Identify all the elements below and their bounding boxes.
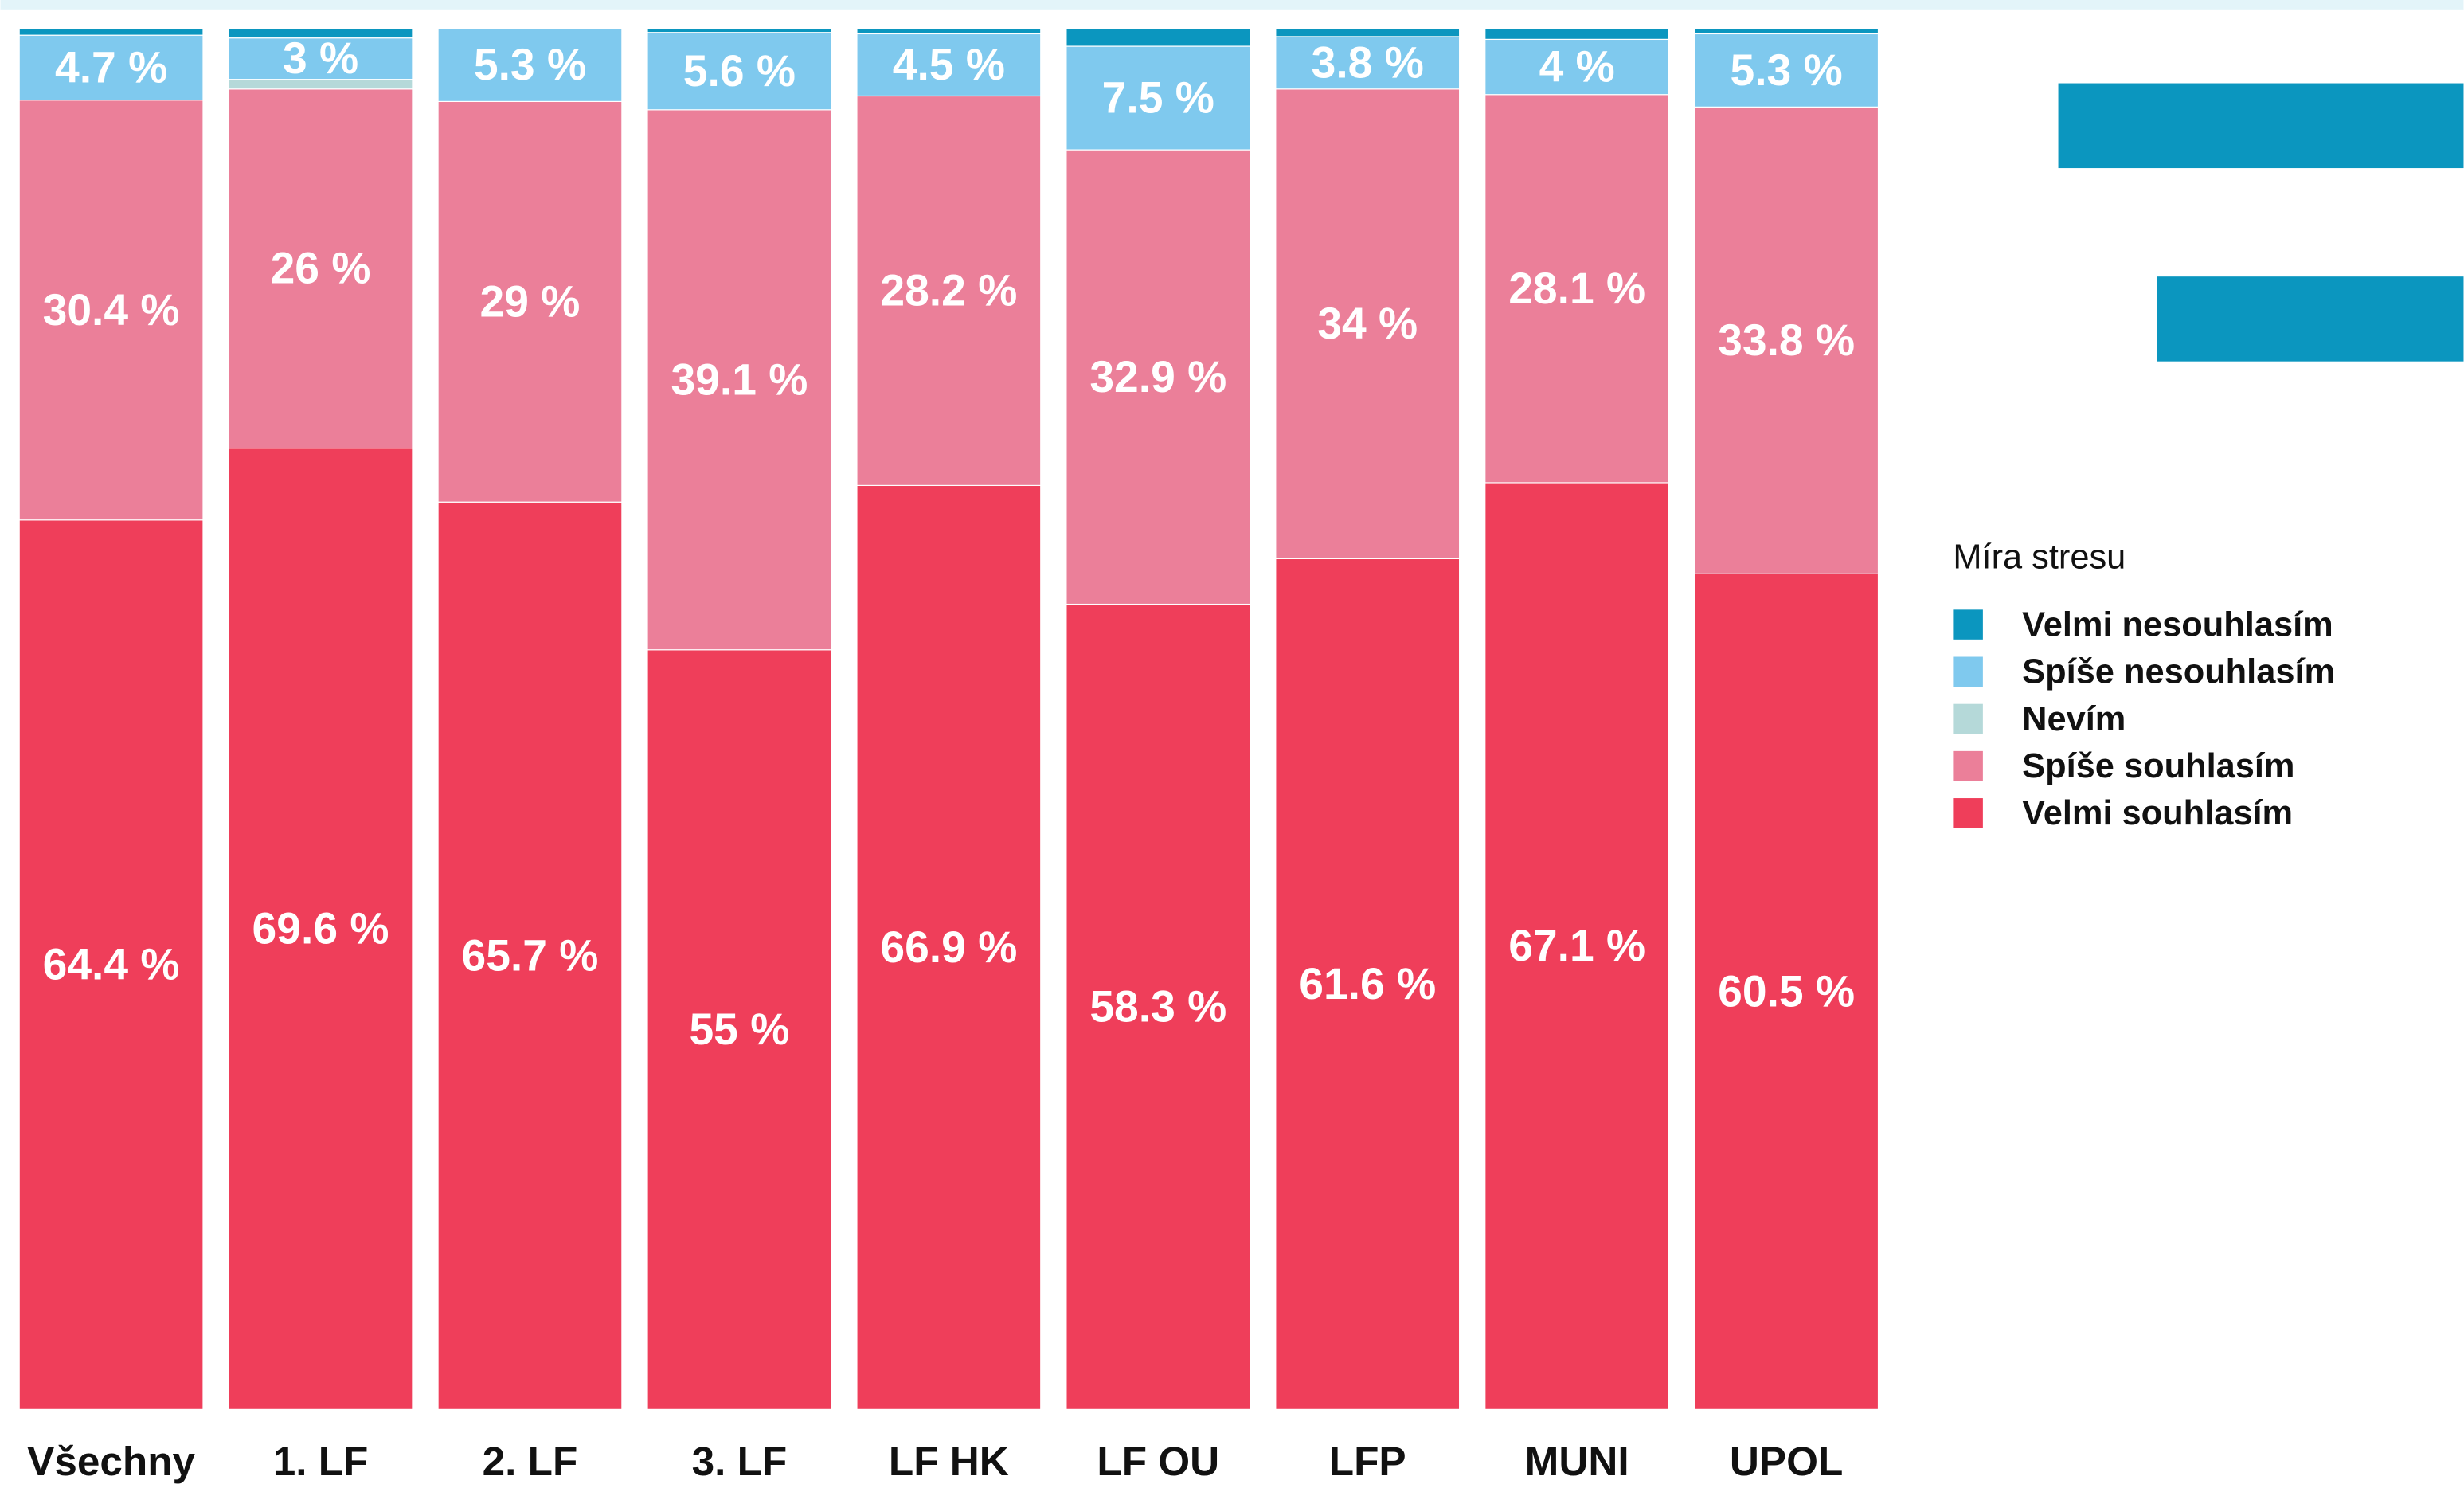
legend-label: Nevím: [2022, 700, 2126, 738]
bar-segment: [1066, 45, 1251, 151]
data-label: 3 %: [283, 33, 358, 83]
bar-segment: [1694, 106, 1879, 574]
x-tick-label: 2. LF: [483, 1439, 578, 1484]
data-label: 3.8 %: [1312, 37, 1424, 87]
bar-segment: [228, 27, 413, 39]
data-label: 28.1 %: [1508, 264, 1645, 313]
bar-segment: [1275, 88, 1461, 559]
data-label: 26 %: [271, 244, 371, 293]
legend-swatch: [1953, 703, 1983, 734]
data-label: 32.9 %: [1089, 352, 1226, 401]
x-tick-label: LF OU: [1097, 1439, 1219, 1484]
x-tick-label: LFP: [1329, 1439, 1406, 1484]
bar-segment: [228, 37, 413, 80]
bar-segment: [1066, 27, 1251, 47]
bar-segment: [1275, 27, 1461, 37]
data-label: 7.5 %: [1102, 73, 1214, 123]
bar-segment: [18, 519, 204, 1410]
x-tick-label: UPOL: [1730, 1439, 1843, 1484]
bar-segment: [647, 27, 832, 33]
data-label: 30.4 %: [43, 285, 180, 335]
bar-segment: [1694, 573, 1879, 1410]
data-label: 67.1 %: [1508, 921, 1645, 970]
x-tick-label: LF HK: [889, 1439, 1009, 1484]
data-label: 61.6 %: [1299, 959, 1436, 1008]
bar-segment: [1694, 27, 1879, 35]
bar-segment: [647, 32, 832, 111]
data-label: 69.6 %: [252, 904, 389, 953]
data-label: 34 %: [1317, 299, 1418, 348]
data-label: 58.3 %: [1089, 981, 1226, 1031]
bar-segment: [1275, 558, 1461, 1410]
bar-segment: [437, 501, 623, 1410]
data-label: 4.5 %: [893, 40, 1005, 89]
bar-segment: [856, 33, 1042, 97]
decoration: [2157, 276, 2464, 362]
bar-segment: [1484, 482, 1670, 1410]
legend-label: Spíše nesouhlasím: [2022, 653, 2335, 691]
bar-segment: [228, 88, 413, 449]
data-label: 5.6 %: [683, 46, 796, 96]
legend-label: Spíše souhlasím: [2022, 747, 2294, 785]
bar-segment: [437, 100, 623, 503]
bar-segment: [18, 27, 204, 36]
legend-swatch: [1953, 609, 1983, 640]
data-label: 64.4 %: [43, 940, 180, 989]
data-label: 60.5 %: [1718, 966, 1855, 1016]
bar-segment: [856, 27, 1042, 35]
data-label: 33.8 %: [1718, 315, 1855, 365]
bar-segment: [1066, 149, 1251, 605]
data-label: 4.7 %: [55, 42, 167, 92]
legend-label: Velmi nesouhlasím: [2022, 606, 2333, 644]
data-label: 65.7 %: [462, 930, 599, 980]
bar-segment: [228, 448, 413, 1410]
bar-segment: [437, 27, 623, 102]
data-label: 55 %: [689, 1004, 789, 1054]
x-tick-label: MUNI: [1525, 1439, 1629, 1484]
legend-swatch: [1953, 798, 1983, 828]
data-label: 66.9 %: [880, 922, 1017, 972]
x-tick-label: Všechny: [27, 1439, 195, 1484]
data-label: 4 %: [1539, 42, 1615, 92]
bar-segment: [1484, 27, 1670, 40]
data-label: 39.1 %: [671, 354, 808, 404]
legend-swatch: [1953, 656, 1983, 687]
data-label: 5.3 %: [1731, 45, 1843, 95]
legend-label: Velmi souhlasím: [2022, 794, 2293, 832]
bar-segment: [647, 649, 832, 1410]
bar-segment: [1484, 38, 1670, 96]
bar-segment: [856, 95, 1042, 487]
decoration: [2058, 83, 2464, 169]
bar-segment: [1484, 94, 1670, 484]
bar-segment: [18, 100, 204, 521]
data-label: 29 %: [480, 276, 581, 326]
top-strip: [0, 0, 2464, 10]
data-label: 5.3 %: [474, 40, 586, 89]
bar-segment: [856, 484, 1042, 1410]
data-label: 28.2 %: [880, 265, 1017, 315]
x-tick-label: 3. LF: [692, 1439, 788, 1484]
legend-title: Míra stresu: [1953, 538, 2126, 577]
bar-segment: [1066, 603, 1251, 1410]
bar-segment: [647, 109, 832, 651]
x-tick-label: 1. LF: [273, 1439, 369, 1484]
legend-swatch: [1953, 750, 1983, 781]
